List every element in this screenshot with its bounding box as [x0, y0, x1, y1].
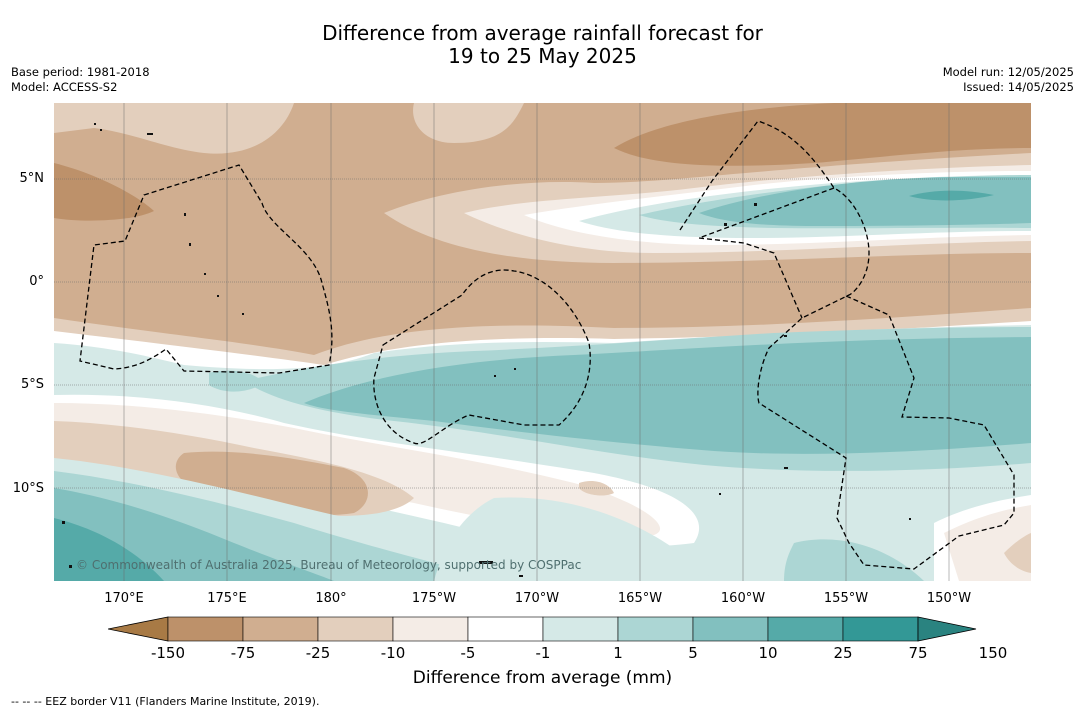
- colorbar-cell: [692, 616, 769, 642]
- colorbar-cell: [242, 616, 319, 642]
- colorbar-tick-label: -1: [535, 644, 551, 662]
- lon-label-175w: 175°W: [411, 591, 457, 606]
- colorbar-tick-label: 10: [758, 644, 778, 662]
- colorbar-tick-label: 1: [613, 644, 623, 662]
- rainfall-anomaly-map: [54, 103, 1031, 581]
- colorbar-title: Difference from average (mm): [412, 668, 673, 688]
- lon-label-170w: 170°W: [514, 591, 560, 606]
- lat-label-0: 0°: [29, 274, 44, 289]
- model-run-text: Model run: 12/05/2025: [942, 65, 1074, 79]
- lon-label-150w: 150°W: [926, 591, 972, 606]
- colorbar-tick-label: -75: [230, 644, 256, 662]
- colorbar-cell: [392, 616, 469, 642]
- lon-label-155w: 155°W: [823, 591, 869, 606]
- colorbar-tick-label: -150: [150, 644, 186, 662]
- colorbar-tick-label: -5: [460, 644, 476, 662]
- copyright-text: © Commonwealth of Australia 2025, Bureau…: [76, 558, 582, 572]
- map-title-line1: Difference from average rainfall forecas…: [322, 21, 763, 45]
- colorbar-tick-label: 5: [688, 644, 698, 662]
- lon-label-180: 180°: [315, 591, 347, 606]
- model-text: Model: ACCESS-S2: [11, 80, 118, 94]
- colorbar-tick-label: 150: [978, 644, 1008, 662]
- colorbar-right-extension: [917, 616, 977, 642]
- lat-label-5s: 5°S: [20, 377, 44, 392]
- lon-label-170e: 170°E: [104, 591, 144, 606]
- eez-footnote: -- -- -- EEZ border V11 (Flanders Marine…: [11, 695, 320, 708]
- lat-label-5n: 5°N: [19, 171, 45, 186]
- colorbar-tick-label: 25: [833, 644, 853, 662]
- lat-label-10s: 10°S: [12, 481, 44, 496]
- colorbar-cell: [467, 616, 544, 642]
- colorbar-left-extension: [108, 616, 169, 642]
- colorbar-cell: [317, 616, 394, 642]
- colorbar-cell: [842, 616, 919, 642]
- issued-text: Issued: 14/05/2025: [963, 80, 1074, 94]
- colorbar-cell: [542, 616, 619, 642]
- map-title-line2: 19 to 25 May 2025: [448, 44, 637, 68]
- colorbar-tick-label: -25: [305, 644, 331, 662]
- colorbar-tick-label: -10: [380, 644, 406, 662]
- colorbar-tick-label: 75: [908, 644, 928, 662]
- lon-label-160w: 160°W: [720, 591, 766, 606]
- colorbar: [108, 616, 977, 642]
- colorbar-cell: [167, 616, 244, 642]
- base-period-text: Base period: 1981-2018: [11, 65, 150, 79]
- lon-label-165w: 165°W: [617, 591, 663, 606]
- colorbar-cell: [767, 616, 844, 642]
- lon-label-175e: 175°E: [207, 591, 247, 606]
- colorbar-cell: [617, 616, 694, 642]
